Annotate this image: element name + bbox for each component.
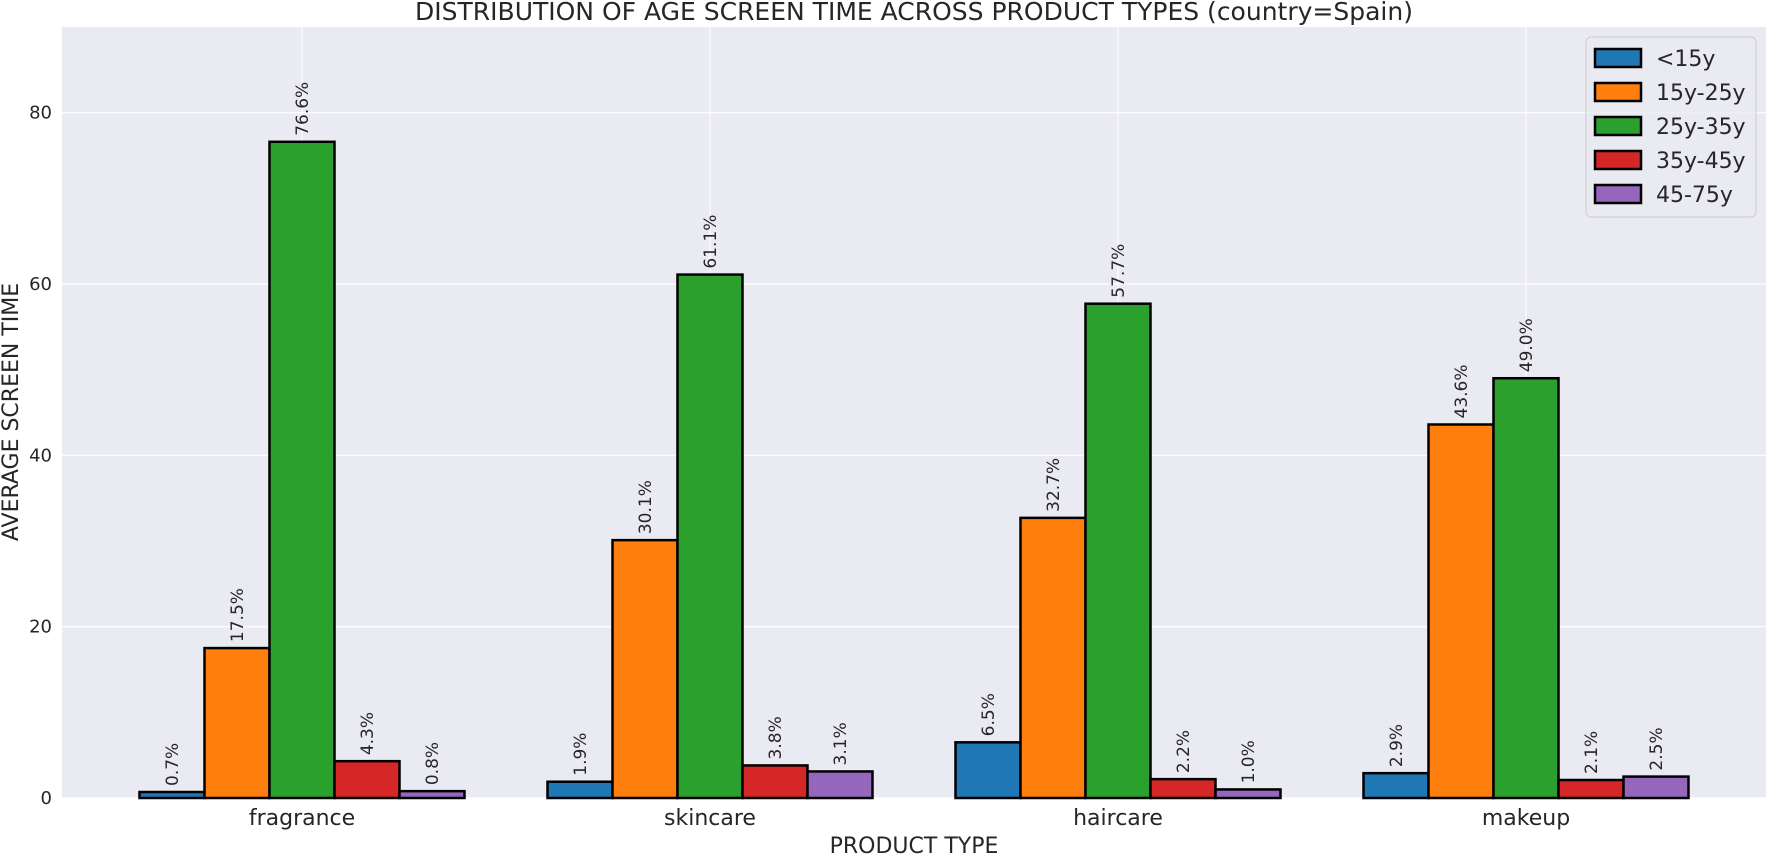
legend-swatch <box>1593 47 1643 69</box>
x-tick-label: fragrance <box>249 806 355 831</box>
bar <box>203 646 271 800</box>
legend-swatch <box>1593 183 1643 205</box>
bar-value-label: 4.3% <box>358 712 378 755</box>
bar <box>1019 516 1087 800</box>
bar-value-label: 61.1% <box>701 215 721 269</box>
bar <box>954 741 1022 800</box>
bar-value-label: 2.5% <box>1647 727 1667 770</box>
legend-swatch <box>1593 115 1643 137</box>
legend: <15y 15y-25y 25y-35y 35y-45y 45-75y <box>1585 36 1757 218</box>
y-axis-ticks: 0 20 40 60 80 <box>29 103 52 809</box>
legend-swatch <box>1593 149 1643 171</box>
legend-label: 35y-45y <box>1656 149 1746 174</box>
bar <box>1149 777 1217 800</box>
bar <box>806 770 874 800</box>
legend-label: 15y-25y <box>1656 81 1746 106</box>
x-axis-title: PRODUCT TYPE <box>830 834 999 859</box>
bar <box>1214 788 1282 800</box>
chart-title: DISTRIBUTION OF AGE SCREEN TIME ACROSS P… <box>415 0 1413 26</box>
y-axis-title: AVERAGE SCREEN TIME <box>0 283 24 541</box>
bar <box>333 759 401 800</box>
bar-value-label: 1.0% <box>1239 740 1259 783</box>
bar-value-label: 2.2% <box>1174 730 1194 773</box>
bar <box>1622 775 1690 800</box>
bar <box>1557 778 1625 800</box>
x-tick-label: haircare <box>1073 806 1163 831</box>
bar-value-label: 3.1% <box>831 722 851 765</box>
legend-label: 45-75y <box>1656 183 1733 208</box>
bar-value-label: 49.0% <box>1517 318 1537 372</box>
bars <box>138 140 1690 800</box>
bar-value-label: 0.7% <box>163 743 183 786</box>
bar-value-label: 2.9% <box>1387 724 1407 767</box>
bar <box>138 790 206 800</box>
y-tick-label: 60 <box>29 274 52 295</box>
bar <box>546 780 614 800</box>
bar-value-label: 1.9% <box>571 733 591 776</box>
x-axis-ticks: fragrance skincare haircare makeup <box>249 806 1570 831</box>
bar-value-label: 32.7% <box>1044 458 1064 512</box>
bar-value-label: 0.8% <box>423 742 443 785</box>
bar <box>1362 771 1430 800</box>
x-tick-label: makeup <box>1482 806 1570 831</box>
bar-value-labels: 0.7% 1.9% 6.5% 2.9% 17.5% 30.1% 32.7% 43.6% 76.6… <box>163 82 1667 786</box>
legend-swatch <box>1593 81 1643 103</box>
y-tick-label: 20 <box>29 617 52 638</box>
bar <box>1492 376 1560 800</box>
bar <box>611 538 679 800</box>
y-tick-label: 0 <box>41 788 52 809</box>
y-tick-label: 80 <box>29 103 52 124</box>
legend-label: <15y <box>1656 47 1715 72</box>
bar-value-label: 3.8% <box>766 716 786 759</box>
bar-value-label: 30.1% <box>636 480 656 534</box>
legend-label: 25y-35y <box>1656 115 1746 140</box>
bar-value-label: 17.5% <box>228 588 248 642</box>
bar <box>1084 302 1152 800</box>
bar-value-label: 6.5% <box>979 693 999 736</box>
bar-value-label: 2.1% <box>1582 731 1602 774</box>
bar <box>268 140 336 800</box>
bar <box>398 789 466 800</box>
bar <box>1427 423 1495 800</box>
y-tick-label: 40 <box>29 445 52 466</box>
bar <box>676 273 744 800</box>
bar-value-label: 43.6% <box>1452 364 1472 418</box>
bar-value-label: 76.6% <box>293 82 313 136</box>
bar-value-label: 57.7% <box>1109 244 1129 298</box>
x-tick-label: skincare <box>664 806 756 831</box>
bar <box>741 764 809 800</box>
